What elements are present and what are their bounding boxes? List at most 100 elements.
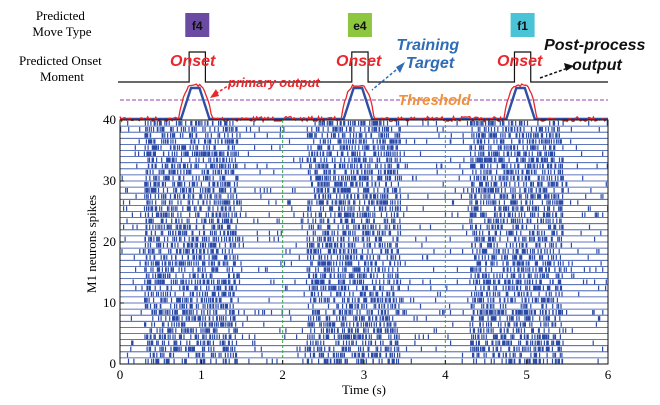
neuron-row xyxy=(120,340,608,347)
neuron-row xyxy=(120,334,608,341)
neuron-row xyxy=(120,303,608,310)
neuron-row xyxy=(120,200,608,206)
neuron-row xyxy=(120,273,608,280)
neuron-row xyxy=(120,236,608,243)
spike-ticks xyxy=(134,151,604,156)
spike-ticks xyxy=(130,316,601,321)
y-tick-label: 0 xyxy=(110,356,117,371)
neuron-row xyxy=(120,218,608,225)
spike-ticks xyxy=(144,133,560,138)
training-target-annotation: Training Target xyxy=(396,37,463,72)
training-target-arrowhead xyxy=(396,62,405,73)
y-tick-label: 20 xyxy=(103,234,116,249)
primary-output-annotation: primary output xyxy=(227,75,320,90)
x-tick-label: 1 xyxy=(198,367,205,382)
onset-annotation-2: Onset xyxy=(336,53,382,70)
predicted-move-type-label: Predicted Move Type xyxy=(32,8,91,39)
onset-moment-signal xyxy=(118,51,608,83)
x-tick-label: 5 xyxy=(523,367,530,382)
move-type-box-bg xyxy=(347,13,372,37)
spike-ticks xyxy=(144,291,580,297)
spike-ticks xyxy=(133,255,589,260)
x-tick-label: 4 xyxy=(442,367,449,382)
y-tick-label: 40 xyxy=(103,112,116,127)
spike-ticks xyxy=(135,285,607,291)
onset-annotation-3: Onset xyxy=(497,53,543,70)
neuron-row xyxy=(120,188,608,194)
neuron-row xyxy=(120,230,608,237)
move-type-box-f1: f1 xyxy=(510,13,535,37)
neuron-row xyxy=(120,322,608,328)
spike-ticks xyxy=(123,206,609,211)
neuron-row xyxy=(120,352,608,359)
y-tick-label: 30 xyxy=(103,173,116,188)
neuron-row xyxy=(120,181,608,188)
y-axis-label: M1 neurons spikes xyxy=(84,195,99,293)
neuron-row xyxy=(120,291,608,298)
spike-ticks xyxy=(140,310,604,315)
predicted-onset-moment-label: Predicted Onset Moment xyxy=(19,53,105,84)
neuron-row xyxy=(120,127,608,133)
move-type-label: f4 xyxy=(192,19,203,33)
spike-ticks xyxy=(138,139,572,144)
spike-ticks xyxy=(136,163,608,169)
spike-ticks xyxy=(144,322,597,327)
neuron-row xyxy=(120,169,608,176)
spike-ticks xyxy=(127,120,608,126)
neuron-row xyxy=(120,224,608,231)
spike-ticks xyxy=(130,346,609,352)
spike-ticks xyxy=(124,236,596,242)
neuron-row xyxy=(120,267,608,273)
move-type-box-f4: f4 xyxy=(185,13,210,37)
spike-ticks xyxy=(145,230,602,236)
post-process-arrowhead xyxy=(564,63,574,71)
spike-ticks xyxy=(127,358,599,364)
neuron-row xyxy=(120,175,608,182)
move-type-label: f1 xyxy=(517,19,528,33)
neuron-row xyxy=(120,194,608,200)
move-type-boxes: f4 e4 f1 xyxy=(185,13,535,37)
neuron-row xyxy=(120,206,609,212)
training-target-arrow xyxy=(371,69,397,91)
spike-ticks xyxy=(149,328,573,333)
spike-ticks xyxy=(132,279,607,285)
x-tick-label: 3 xyxy=(361,367,368,382)
spike-ticks xyxy=(145,169,564,175)
training-target-line xyxy=(120,86,608,121)
x-tick-label: 2 xyxy=(279,367,286,382)
neuron-row xyxy=(120,310,608,316)
spike-ticks xyxy=(125,188,592,193)
threshold-annotation: Threshold xyxy=(398,92,471,109)
spike-ticks xyxy=(123,224,591,230)
spike-ticks xyxy=(144,181,607,187)
move-type-box-e4: e4 xyxy=(347,13,372,37)
annotations: Onset Onset Onset primary output Trainin… xyxy=(170,37,646,109)
spike-ticks xyxy=(144,334,561,339)
neuron-row xyxy=(120,346,609,353)
axes: 0 1 2 3 4 5 6 0 10 20 30 40 xyxy=(103,112,612,382)
neuron-row xyxy=(120,285,608,292)
neuron-row xyxy=(120,212,608,219)
spike-ticks xyxy=(144,303,562,309)
neuron-row xyxy=(120,249,608,255)
spike-ticks xyxy=(126,352,563,358)
neuron-row xyxy=(120,120,608,127)
spike-ticks xyxy=(131,340,594,346)
neuron-row xyxy=(120,261,608,267)
neuron-row xyxy=(120,139,608,145)
onset-annotation-1: Onset xyxy=(170,53,216,70)
primary-output-line xyxy=(119,83,609,124)
neuron-row xyxy=(120,242,608,249)
spike-ticks xyxy=(131,212,604,217)
spike-ticks xyxy=(145,273,575,278)
spike-raster xyxy=(120,120,609,365)
spike-ticks xyxy=(134,145,577,150)
neuron-row xyxy=(120,255,608,261)
neuron-row xyxy=(120,328,608,334)
neuron-row xyxy=(120,297,608,304)
x-tick-label: 0 xyxy=(117,367,124,382)
spike-ticks xyxy=(139,261,602,266)
spike-ticks xyxy=(126,218,562,224)
move-type-label: e4 xyxy=(353,19,367,33)
